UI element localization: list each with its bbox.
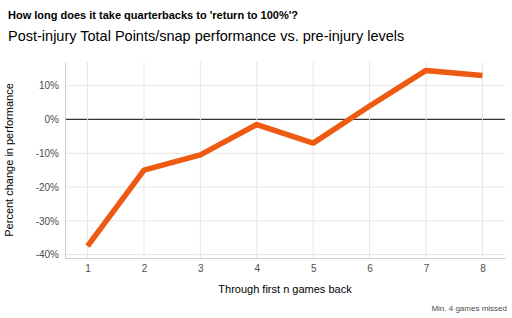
grid-line [426, 62, 427, 258]
tick: -20% [36, 182, 65, 193]
caption: Min. 4 games missed [431, 304, 507, 313]
line [88, 70, 483, 246]
grid-line [369, 62, 370, 258]
grid-line [87, 62, 88, 258]
grid-line [65, 85, 505, 86]
tick-label: 1 [85, 263, 91, 274]
x-axis-title: Through first n games back [218, 283, 352, 295]
tick-label: 5 [311, 263, 317, 274]
tick-label: -20% [36, 182, 59, 193]
tick-label: 0% [45, 114, 60, 125]
tick-label: 10% [39, 80, 59, 91]
tick-label: 8 [480, 263, 486, 274]
tick: 10% [39, 80, 65, 91]
tick-label: -10% [36, 148, 59, 159]
title: How long does it take quarterbacks to 'r… [8, 9, 298, 21]
grid-line [256, 62, 257, 258]
grid-line [65, 153, 505, 154]
tick: 1 [85, 258, 91, 274]
tick-label: -40% [36, 249, 59, 260]
tick: 7 [424, 258, 430, 274]
tick: 5 [311, 258, 317, 274]
tick: 8 [480, 258, 486, 274]
y-axis: -40% -30% -20% -10% 0% 10% [36, 63, 66, 261]
tick: -40% [36, 249, 65, 260]
grid-line [482, 62, 483, 258]
tick-label: 7 [424, 263, 430, 274]
grid-line [143, 62, 144, 258]
axis-line [66, 258, 506, 259]
grid-line [65, 119, 505, 120]
y-axis-title: Percent change in performance [3, 83, 15, 236]
tick: -10% [36, 148, 65, 159]
subtitle: Post-injury Total Points/snap performanc… [8, 28, 404, 44]
tick: 2 [142, 258, 148, 274]
x-axis: 1 2 3 4 5 6 7 8 [66, 258, 506, 274]
grid-line [65, 220, 505, 221]
grid-line [65, 254, 505, 255]
tick-label: 2 [142, 263, 148, 274]
tick-label: 6 [367, 263, 373, 274]
tick-label: 3 [198, 263, 204, 274]
axis-line [65, 63, 66, 259]
tick: 6 [367, 258, 373, 274]
tick: 3 [198, 258, 204, 274]
grid-line [313, 62, 314, 258]
tick-label: 4 [255, 263, 261, 274]
chart: -40% -30% -20% -10% 0% 10% 1 2 3 4 5 6 7 8 How long do… [0, 0, 512, 318]
tick: -30% [36, 216, 65, 227]
grid [65, 62, 505, 258]
grid-line [200, 62, 201, 258]
tick: 4 [255, 258, 261, 274]
tick: 0% [45, 114, 65, 125]
plot-area [88, 70, 483, 246]
tick-label: -30% [36, 216, 59, 227]
